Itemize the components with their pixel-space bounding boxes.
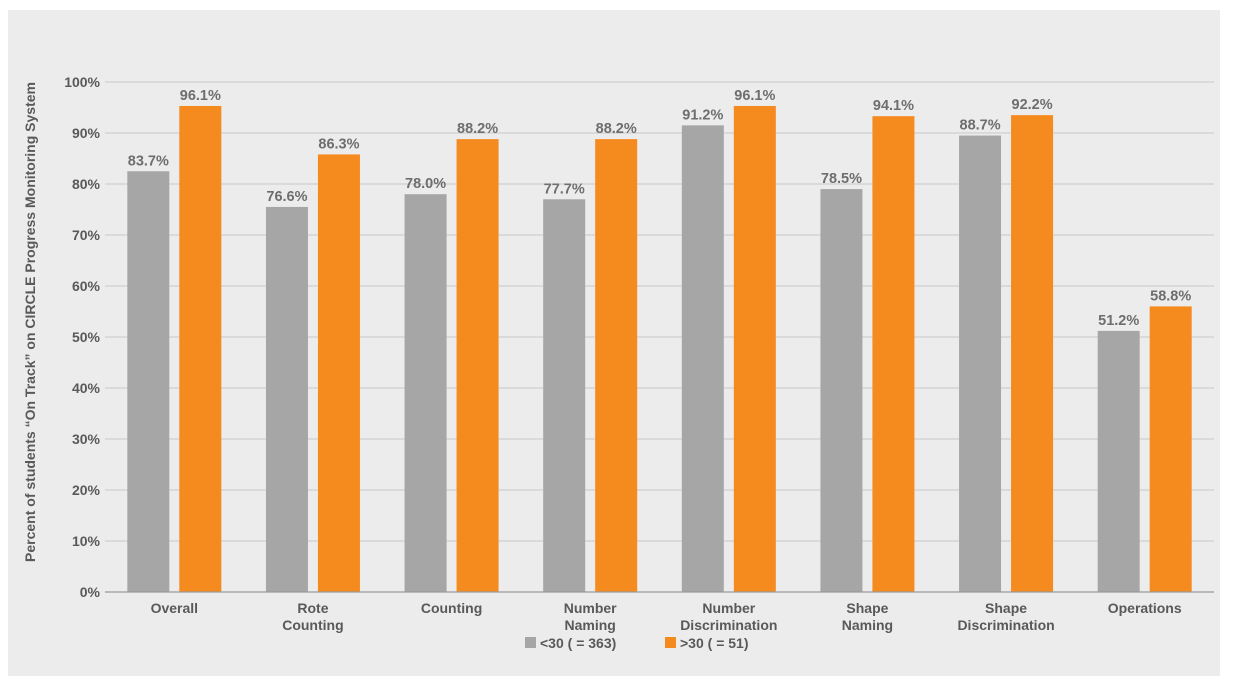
bar <box>317 154 360 593</box>
y-tick-label: 80% <box>72 176 101 192</box>
y-tick-label: 40% <box>72 380 101 396</box>
x-tick-label: Number Discrimination <box>680 600 777 633</box>
y-tick-label: 10% <box>72 533 101 549</box>
bar <box>959 135 1002 593</box>
legend-swatch <box>665 637 676 648</box>
data-label: 51.2% <box>1098 313 1139 329</box>
data-label: 78.5% <box>821 171 862 187</box>
x-tick-label-line: Overall <box>151 600 198 616</box>
x-tick-label-line: Number <box>564 600 617 616</box>
bar <box>681 125 724 592</box>
y-tick-label: 20% <box>72 482 101 498</box>
x-tick-label-line: Counting <box>282 617 343 633</box>
bar <box>543 199 586 593</box>
legend-label: <30 ( = 363) <box>540 635 616 651</box>
legend: <30 ( = 363) >30 ( = 51) <box>525 635 749 651</box>
bar <box>265 206 308 592</box>
x-tick-label-line: Naming <box>565 617 616 633</box>
x-tick-label-line: Discrimination <box>680 617 777 633</box>
data-label: 77.7% <box>544 181 585 197</box>
data-label: 83.7% <box>128 153 169 169</box>
x-tick-label-line: Counting <box>421 600 482 616</box>
x-tick-label: Rote Counting <box>282 600 343 633</box>
y-tick-label: 30% <box>72 431 101 447</box>
bar <box>1011 115 1054 593</box>
legend-swatch <box>525 637 536 648</box>
data-label: 94.1% <box>873 98 914 114</box>
data-label: 92.2% <box>1012 97 1053 113</box>
data-label: 76.6% <box>266 189 307 205</box>
data-label: 88.7% <box>960 118 1001 134</box>
x-tick-label: Shape Discrimination <box>957 600 1054 633</box>
bars <box>127 105 1192 593</box>
data-labels: 83.7% 96.1% 76.6% 86.3% 78.0% 88.2% 77.7% 88.2%… <box>128 88 1192 329</box>
bar <box>820 189 863 592</box>
bar <box>179 105 222 592</box>
y-tick-label: 90% <box>72 125 101 141</box>
bar-chart: 83.7% 96.1% 76.6% 86.3% 78.0% 88.2% 77.7% 88.2%… <box>22 74 1214 651</box>
chart-frame: 83.7% 96.1% 76.6% 86.3% 78.0% 88.2% 77.7% 88.2%… <box>8 10 1220 676</box>
x-tick-label-line: Operations <box>1108 600 1182 616</box>
y-axis-title: Percent of students “On Track” on CIRCLE… <box>22 82 38 562</box>
x-tick-label: Number Naming <box>564 600 617 633</box>
x-tick-label-line: Number <box>702 600 755 616</box>
bar <box>872 116 915 593</box>
bar <box>1149 306 1192 592</box>
x-tick-label-line: Discrimination <box>957 617 1054 633</box>
bar <box>456 139 499 592</box>
x-tick-label: Operations <box>1108 600 1182 616</box>
bar <box>127 171 170 592</box>
data-label: 91.2% <box>682 107 723 123</box>
y-tick-label: 60% <box>72 278 101 294</box>
y-tick-label: 50% <box>72 329 101 345</box>
bar <box>733 105 776 592</box>
data-label: 96.1% <box>734 88 775 104</box>
bar <box>595 139 638 592</box>
y-tick-label: 70% <box>72 227 101 243</box>
x-tick-label-line: Naming <box>842 617 893 633</box>
x-tick-label: Counting <box>421 600 482 616</box>
x-tick-label-line: Shape <box>985 600 1027 616</box>
axes: 0% 10% 20% 30% 40% 50% 60% 70% 80% 90% 100% Overall… <box>64 74 1214 633</box>
data-label: 78.0% <box>405 176 446 192</box>
data-label: 96.1% <box>180 88 221 104</box>
x-tick-label-line: Rote <box>297 600 328 616</box>
x-tick-label: Overall <box>151 600 198 616</box>
y-tick-label: 100% <box>64 74 100 90</box>
x-tick-label: Shape Naming <box>842 600 893 633</box>
data-label: 58.8% <box>1150 288 1191 304</box>
y-tick-label: 0% <box>80 584 101 600</box>
bar <box>404 194 447 592</box>
data-label: 88.2% <box>457 121 498 137</box>
bar <box>1097 330 1140 592</box>
legend-label: >30 ( = 51) <box>680 635 749 651</box>
x-tick-label-line: Shape <box>846 600 888 616</box>
data-label: 86.3% <box>318 136 359 152</box>
data-label: 88.2% <box>596 121 637 137</box>
